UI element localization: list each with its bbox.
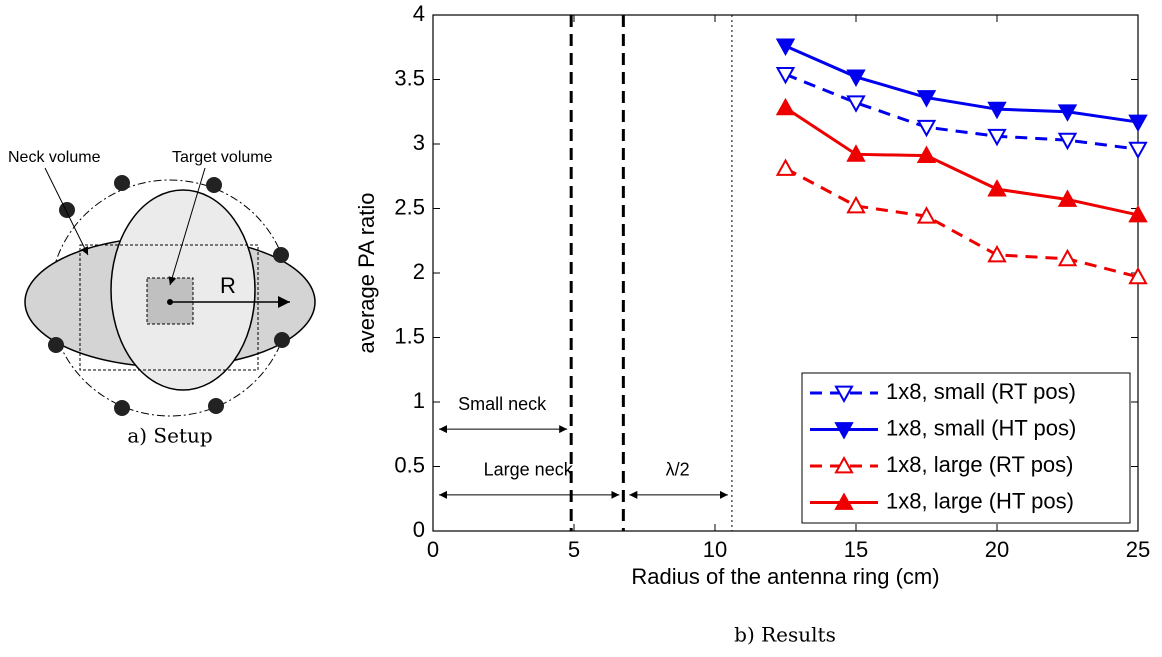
x-tick-label: 10 — [703, 537, 727, 562]
x-axis-label: Radius of the antenna ring (cm) — [631, 564, 939, 589]
marker — [1057, 104, 1078, 122]
marker — [1128, 114, 1148, 133]
marker — [846, 144, 866, 162]
legend-label: 1x8, large (RT pos) — [886, 452, 1074, 477]
legend-marker — [834, 422, 854, 440]
x-tick-label: 25 — [1126, 537, 1150, 562]
legend-marker — [834, 455, 854, 474]
y-axis-label: average PA ratio — [354, 192, 379, 353]
x-tick-label: 0 — [427, 537, 439, 562]
series-line — [784, 106, 1139, 217]
annotation-label: λ/2 — [666, 460, 690, 480]
legend-label: 1x8, small (HT pos) — [886, 415, 1076, 440]
marker — [775, 158, 796, 176]
antennas — [48, 175, 290, 416]
caption: a) Setup — [127, 424, 212, 448]
marker — [846, 195, 866, 214]
marker — [987, 128, 1007, 147]
marker — [1128, 141, 1148, 160]
marker — [916, 206, 937, 224]
marker — [846, 95, 866, 113]
x-tick-label: 20 — [985, 537, 1009, 562]
marker — [775, 97, 796, 116]
marker — [1057, 132, 1078, 151]
legend-marker — [834, 385, 854, 404]
legend — [801, 372, 1131, 524]
marker — [846, 69, 866, 87]
legend-label: 1x8, small (RT pos) — [886, 379, 1076, 404]
y-tick-label: 3 — [413, 130, 425, 155]
marker — [987, 244, 1007, 263]
marker — [916, 145, 937, 164]
neck-volume — [79, 244, 259, 371]
legend-marker — [834, 492, 854, 510]
y-tick-label: 2.5 — [394, 194, 425, 219]
marker — [775, 66, 796, 85]
marker — [775, 38, 796, 57]
target-arrow — [168, 167, 206, 286]
caption: b) Results — [734, 623, 836, 647]
series-line — [784, 167, 1139, 279]
marker — [1128, 204, 1148, 223]
legend-label: 1x8, large (HT pos) — [886, 488, 1074, 513]
radius-label: R — [220, 273, 236, 298]
y-tick-label: 1.5 — [394, 323, 425, 348]
marker — [987, 179, 1007, 197]
y-tick-label: 1 — [413, 388, 425, 413]
x-tick-label: 15 — [844, 537, 868, 562]
annotation-label: Small neck — [458, 394, 547, 414]
marker — [987, 101, 1007, 120]
y-tick-label: 3.5 — [394, 65, 425, 90]
marker — [916, 119, 937, 138]
setup-diagram: Neck volume Target volume R a) Setup — [8, 149, 316, 448]
x-tick-label: 5 — [568, 537, 580, 562]
target-label: Target volume — [172, 149, 273, 166]
marker — [1057, 248, 1078, 267]
y-tick-label: 0.5 — [394, 452, 425, 477]
neck-label: Neck volume — [8, 149, 101, 166]
center — [167, 299, 173, 305]
y-tick-label: 0 — [413, 517, 425, 542]
chart: 0 5 10 15 20 25 0 0.5 1 1.5 2 2.5 3 3.5 4 Radius of the… — [354, 1, 1150, 647]
r-box — [214, 274, 244, 300]
marker — [1128, 266, 1148, 285]
y-tick-label: 4 — [413, 1, 425, 26]
annotation-label: Large neck — [484, 460, 574, 480]
marker — [916, 90, 937, 108]
y-tick-label: 2 — [413, 259, 425, 284]
neck-arrow — [44, 167, 89, 256]
marker — [1057, 189, 1078, 207]
series-line — [784, 72, 1139, 151]
series-line — [784, 44, 1139, 124]
